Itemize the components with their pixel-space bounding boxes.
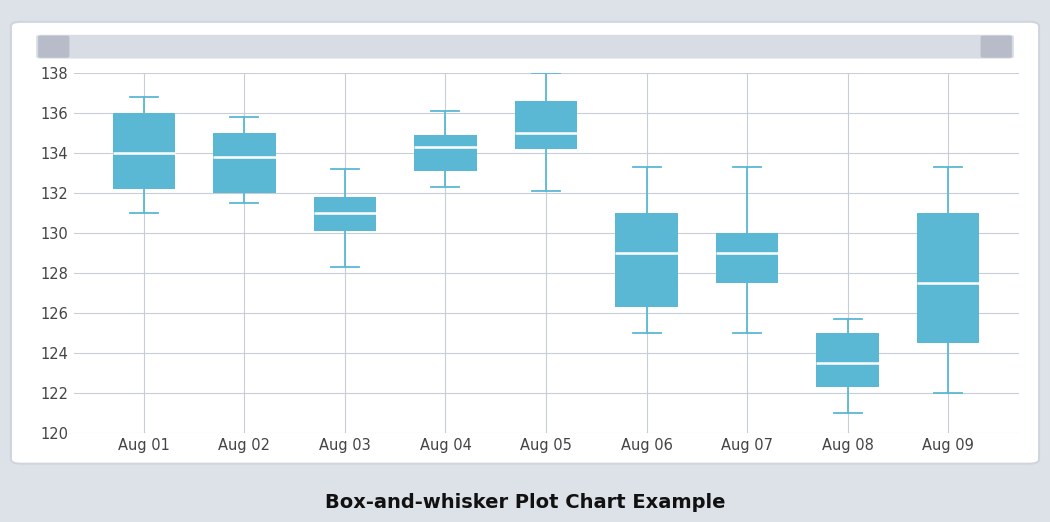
Bar	[514, 101, 578, 149]
Bar	[917, 213, 980, 343]
Bar	[112, 113, 175, 189]
FancyBboxPatch shape	[36, 35, 1014, 58]
Bar	[314, 197, 376, 231]
FancyBboxPatch shape	[981, 35, 1012, 58]
FancyBboxPatch shape	[38, 35, 69, 58]
Bar	[213, 133, 275, 193]
Bar	[817, 333, 879, 387]
Text: Box-and-whisker Plot Chart Example: Box-and-whisker Plot Chart Example	[324, 493, 726, 512]
Bar	[415, 135, 477, 171]
Bar	[716, 233, 778, 283]
FancyBboxPatch shape	[10, 22, 1040, 464]
Bar	[615, 213, 677, 307]
